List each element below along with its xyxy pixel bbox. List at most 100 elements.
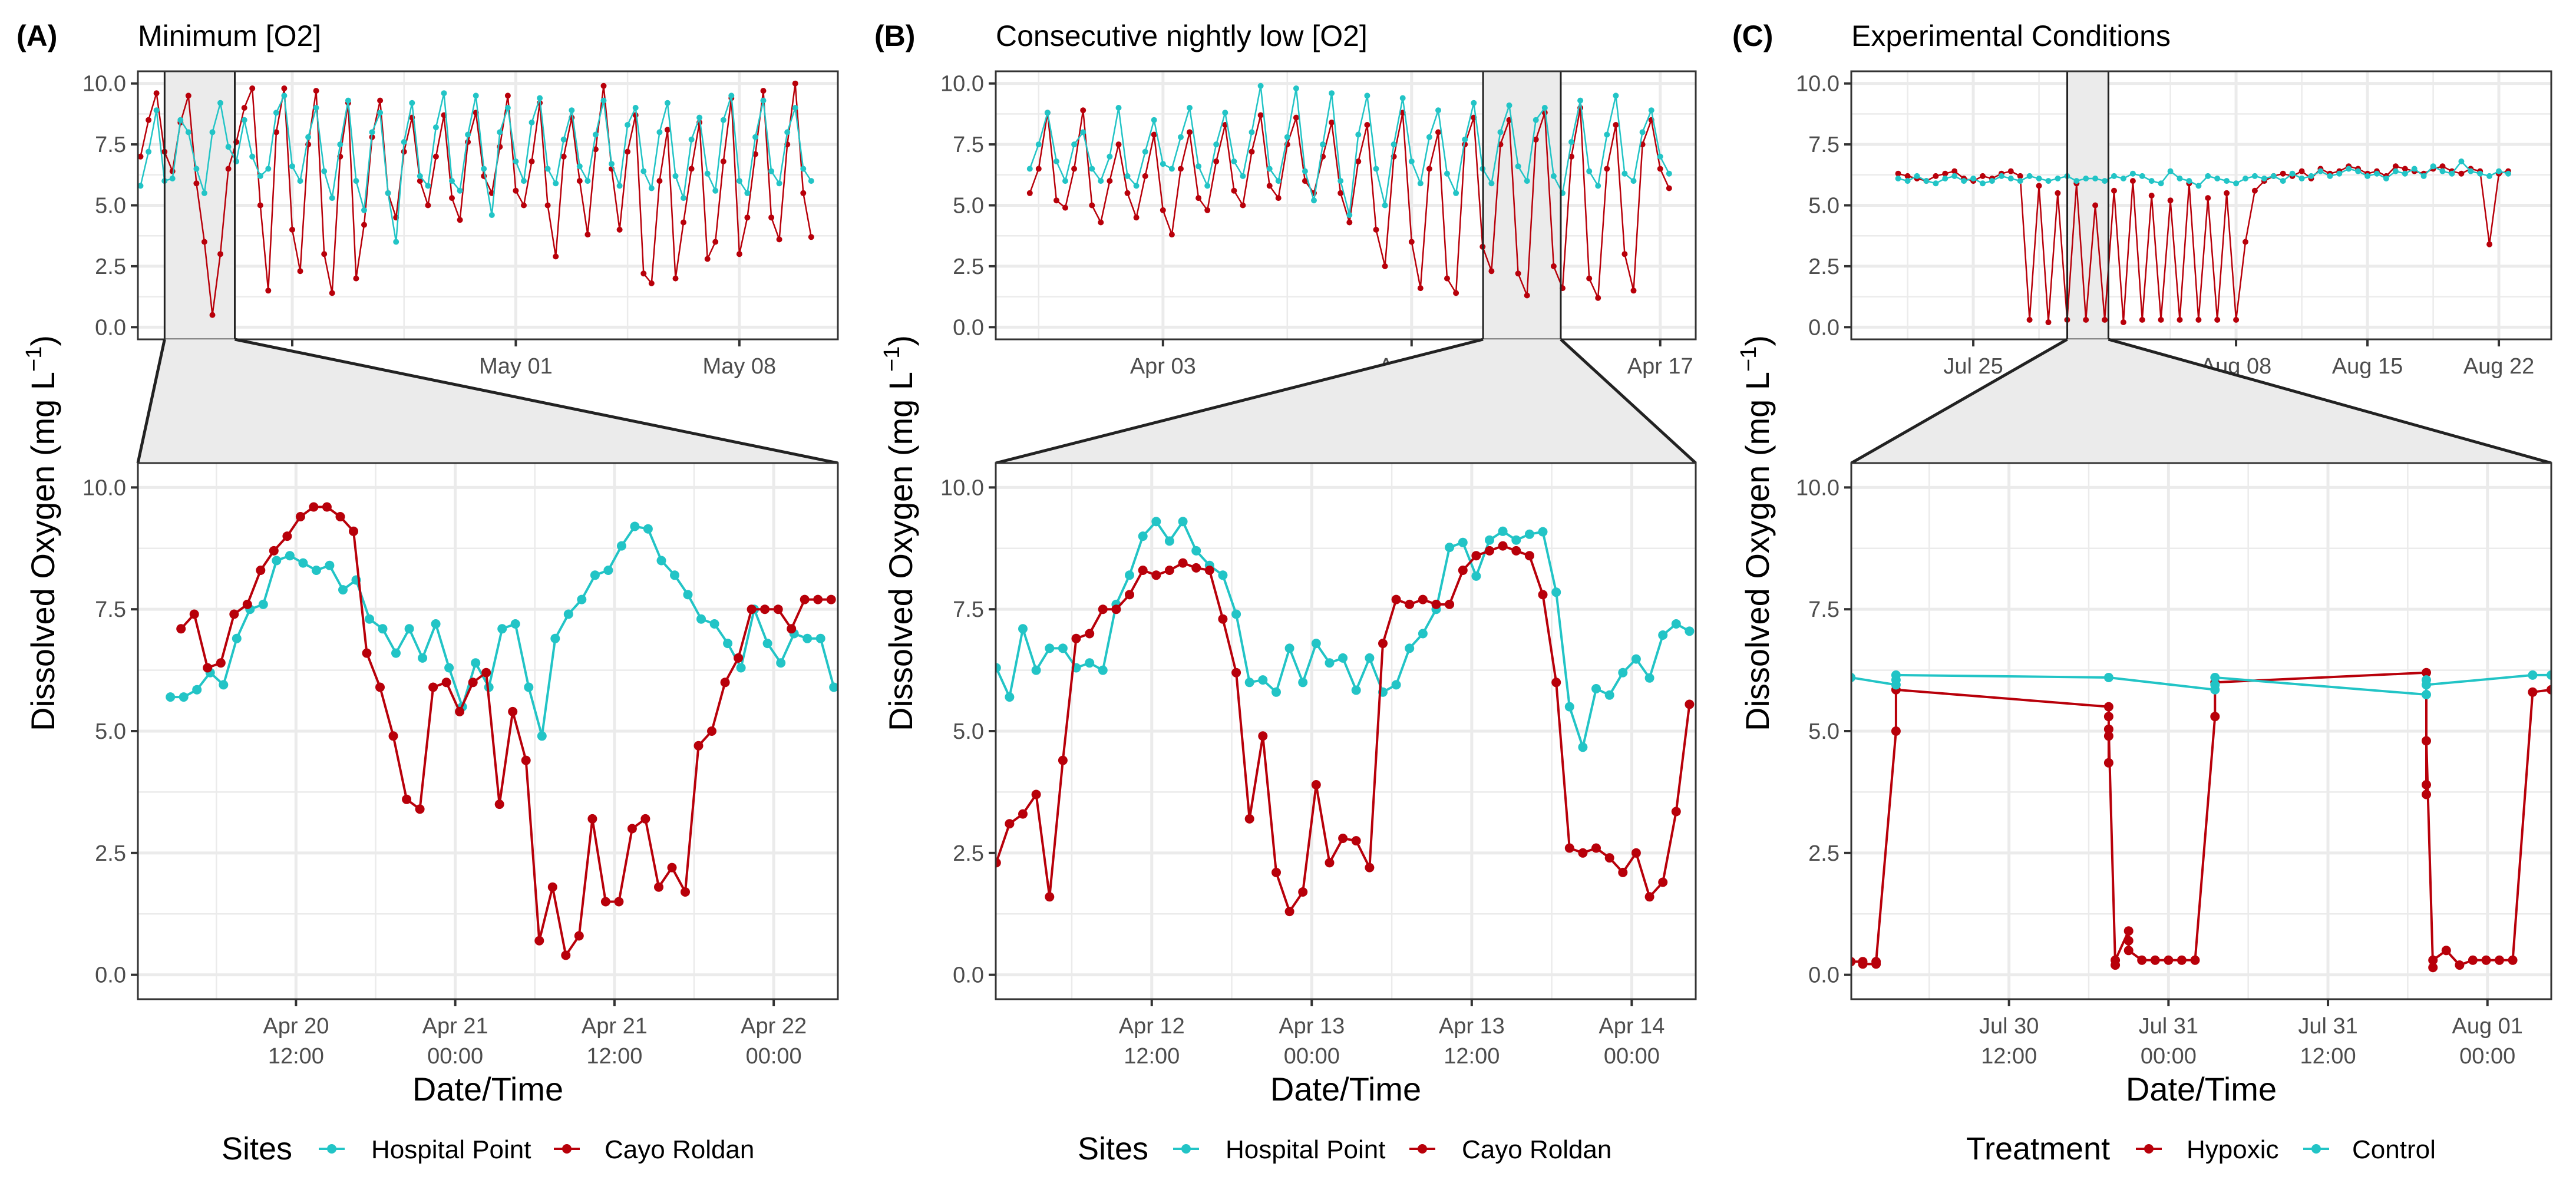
data-point <box>209 129 216 136</box>
data-point <box>269 546 279 556</box>
data-point <box>272 556 282 566</box>
data-point <box>369 129 375 136</box>
data-point <box>1515 270 1521 277</box>
data-point <box>672 275 679 282</box>
data-point <box>1138 566 1148 575</box>
data-point <box>229 609 239 619</box>
data-point <box>432 124 439 131</box>
data-point <box>815 633 825 643</box>
data-point <box>1604 131 1610 138</box>
data-point <box>1568 139 1574 145</box>
data-point <box>2486 241 2493 247</box>
y-tick-label: 10.0 <box>1796 72 1839 97</box>
data-point <box>468 678 478 688</box>
data-point <box>1266 183 1273 189</box>
data-point <box>800 190 807 196</box>
data-point <box>1621 170 1628 177</box>
panel-title: Consecutive nightly low [O2] <box>996 19 1368 52</box>
data-point <box>1337 178 1344 184</box>
data-point <box>1445 543 1455 553</box>
data-point <box>600 97 607 104</box>
data-point <box>1133 214 1140 221</box>
y-tick-label: 5.0 <box>1808 719 1839 744</box>
data-point <box>2422 789 2431 799</box>
data-point <box>1586 275 1593 282</box>
y-tick-label: 7.5 <box>95 133 126 157</box>
data-point <box>201 190 207 196</box>
data-point <box>1187 129 1193 136</box>
zoom-connector-edge <box>234 338 838 465</box>
y-tick-label: 0.0 <box>95 963 126 988</box>
data-point <box>813 594 823 604</box>
data-point <box>664 127 671 133</box>
data-point <box>1373 226 1379 233</box>
data-point <box>1071 633 1081 643</box>
y-tick-label: 10.0 <box>1796 475 1839 500</box>
data-point <box>1524 529 1534 539</box>
data-point <box>1391 141 1397 148</box>
data-point <box>1951 173 1958 179</box>
data-point <box>1058 755 1068 765</box>
data-point <box>616 541 626 551</box>
data-point <box>361 207 367 213</box>
data-point <box>776 658 786 668</box>
data-point <box>1631 654 1641 664</box>
data-point <box>600 897 610 907</box>
data-point <box>391 648 401 658</box>
data-point <box>1258 675 1268 685</box>
data-point <box>1244 814 1254 824</box>
data-point <box>1115 141 1122 148</box>
data-point <box>1062 204 1068 211</box>
y-tick-label: 0.0 <box>1808 963 1839 988</box>
data-point <box>1453 290 1459 296</box>
data-point <box>1337 190 1344 196</box>
data-point <box>1970 176 1977 181</box>
data-point <box>289 163 295 170</box>
data-point <box>1298 887 1308 897</box>
data-point <box>216 658 226 668</box>
data-point <box>1218 614 1228 624</box>
data-point <box>388 731 398 741</box>
y-tick-label: 5.0 <box>953 194 984 219</box>
data-point <box>1511 535 1521 545</box>
data-point <box>2233 180 2240 187</box>
data-point <box>1191 563 1201 573</box>
data-point <box>1538 590 1548 600</box>
data-point <box>311 566 321 575</box>
data-point <box>654 882 663 892</box>
y-tick-label: 2.5 <box>95 255 126 279</box>
data-point <box>2392 163 2399 170</box>
data-point <box>2026 316 2033 323</box>
legend-item-label: Hospital Point <box>371 1135 531 1164</box>
data-point <box>688 166 695 172</box>
data-point <box>2422 690 2431 699</box>
data-point <box>189 609 199 619</box>
data-point <box>1240 173 1246 179</box>
data-point <box>2102 316 2108 323</box>
data-point <box>1618 867 1628 877</box>
data-point <box>393 239 399 245</box>
data-point <box>2422 680 2431 690</box>
data-point <box>2336 170 2343 177</box>
zoom-connector <box>1851 339 2551 463</box>
data-point <box>1365 653 1375 663</box>
data-point <box>2547 670 2551 680</box>
data-point <box>138 183 144 189</box>
data-point <box>1346 219 1353 226</box>
data-point <box>471 658 481 668</box>
data-point <box>2177 176 2183 181</box>
data-point <box>1107 178 1113 184</box>
data-point <box>241 117 247 123</box>
data-point <box>1904 173 1911 179</box>
data-point <box>1178 558 1188 568</box>
data-point <box>335 512 345 521</box>
data-point <box>329 195 335 201</box>
y-axis-title: Dissolved Oxygen (mg L−1) <box>1736 335 1776 731</box>
data-point <box>2430 163 2436 170</box>
y-tick-label: 0.0 <box>95 315 126 340</box>
data-point <box>153 107 160 114</box>
x-tick-label: May 08 <box>703 354 777 379</box>
data-point <box>616 226 623 233</box>
data-point <box>1568 153 1574 160</box>
